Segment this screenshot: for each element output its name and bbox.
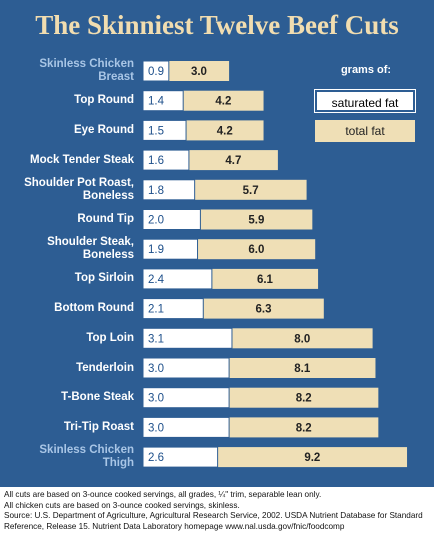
category-label: Shoulder Steak, Boneless — [47, 236, 134, 262]
value-label: 8.2 — [296, 422, 312, 434]
bar — [142, 238, 199, 260]
chart-title: The Skinniest Twelve Beef Cuts — [35, 10, 399, 40]
category-label: Tenderloin — [76, 361, 134, 374]
value-label: 1.9 — [148, 244, 164, 256]
value-label: 5.9 — [248, 215, 264, 227]
footnotes: All cuts are based on 3-ounce cooked ser… — [0, 487, 434, 541]
value-label: 1.5 — [148, 125, 164, 137]
bar — [142, 327, 233, 349]
bar — [142, 298, 204, 320]
value-label: 8.0 — [294, 333, 310, 345]
value-label: 2.6 — [148, 452, 164, 464]
bar — [142, 179, 196, 201]
value-label: 3.0 — [148, 393, 164, 405]
bar — [142, 60, 170, 82]
category-label: Top Loin — [86, 331, 134, 344]
chart: 0.9 3.0 1.4 4.2 1.5 4.2 1.6 4.7 1.8 5.7 2.0 5.9 1.9 6… — [142, 60, 408, 468]
category-label: Shoulder Pot Roast, Boneless — [24, 176, 134, 202]
category-label: Tri-Tip Roast — [63, 420, 134, 433]
category-label: Top Round — [74, 94, 134, 107]
bar — [142, 446, 219, 468]
value-label: 4.7 — [225, 155, 241, 167]
value-label: 3.0 — [148, 422, 164, 434]
value-label: 3.0 — [191, 66, 207, 78]
value-label: 1.6 — [148, 155, 164, 167]
value-label: 9.2 — [304, 452, 320, 464]
category-label: Eye Round — [73, 123, 134, 136]
legend-item: total fat — [315, 120, 415, 142]
category-label: Mock Tender Steak — [30, 153, 134, 166]
value-label: 8.1 — [294, 363, 311, 375]
value-label: 1.8 — [148, 185, 164, 197]
value-label: 6.3 — [256, 304, 272, 316]
note: All chicken cuts are based on 3-ounce co… — [4, 500, 240, 510]
value-label: 3.0 — [148, 363, 164, 375]
value-label: 0.9 — [148, 66, 164, 78]
bar — [142, 387, 230, 409]
value-label: 2.0 — [148, 215, 164, 227]
value-label: 6.1 — [257, 274, 274, 286]
value-label: 2.4 — [148, 274, 165, 286]
value-label: 6.0 — [248, 244, 264, 256]
note: All cuts are based on 3-ounce cooked ser… — [4, 490, 322, 499]
category-label: Top Sirloin — [74, 272, 134, 285]
category-label: Round Tip — [77, 213, 134, 225]
value-label: 4.2 — [217, 125, 233, 137]
value-label: 2.1 — [148, 304, 164, 316]
category-label: Skinless Chicken Thigh — [39, 444, 134, 470]
legend-title: grams of: — [340, 64, 392, 76]
bar — [142, 119, 187, 141]
category-label: T-Bone Steak — [61, 391, 134, 404]
value-label: 5.7 — [243, 185, 259, 197]
bar — [142, 268, 213, 290]
value-label: 4.2 — [215, 96, 231, 108]
note: Source: U.S. Department of Agriculture, … — [4, 511, 423, 531]
category-label: Skinless Chicken Breast — [39, 58, 134, 83]
value-label: 1.4 — [148, 96, 165, 108]
value-label: 8.2 — [296, 393, 312, 405]
bar — [142, 357, 230, 379]
bar — [142, 209, 201, 230]
value-label: 3.1 — [148, 333, 164, 345]
bar — [142, 90, 184, 112]
category-label: Bottom Round — [54, 302, 134, 315]
bar — [142, 416, 230, 438]
bar — [142, 149, 190, 171]
legend-item: saturated fat — [314, 89, 416, 113]
